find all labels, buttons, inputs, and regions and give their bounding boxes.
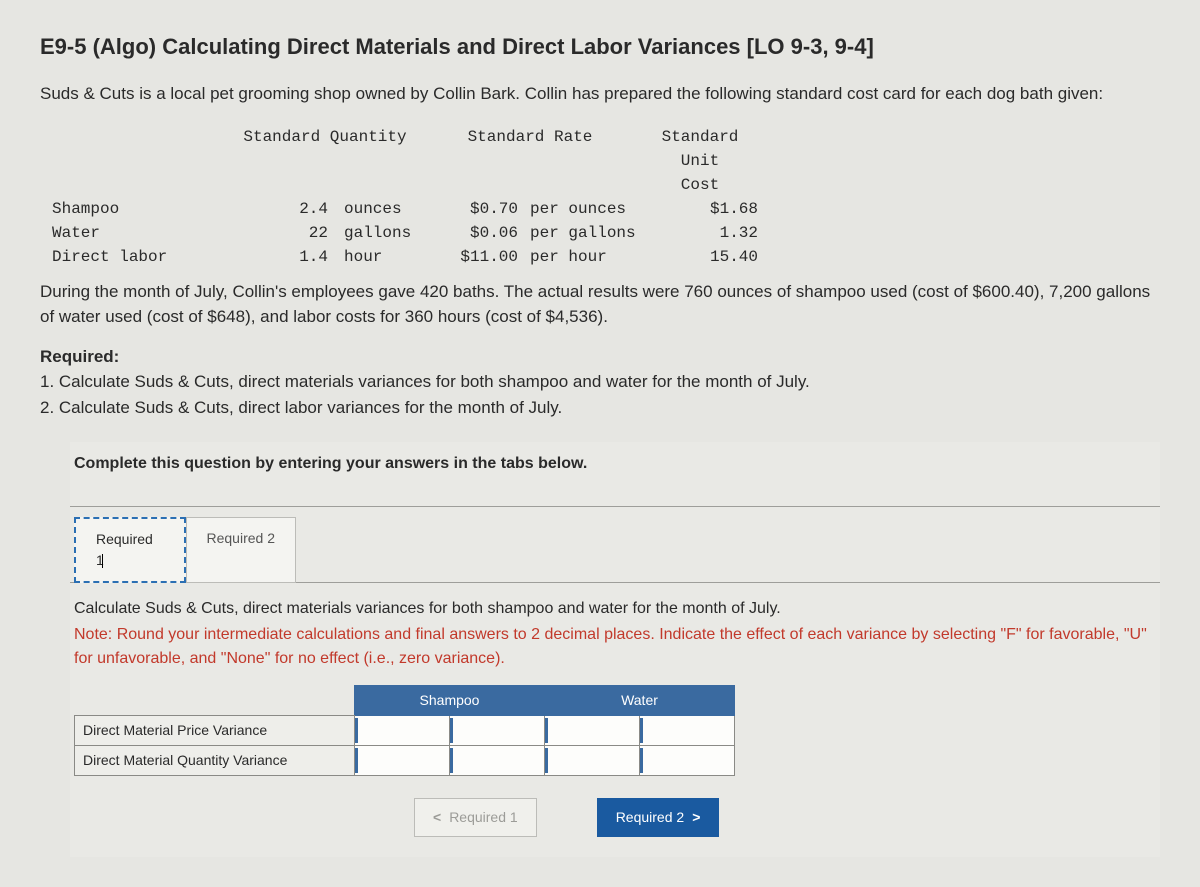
input-cell[interactable] (545, 746, 640, 776)
std-row-qty: 1.4 (230, 245, 330, 269)
text-cursor-icon (102, 554, 103, 568)
next-button-label: Required 2 (616, 807, 685, 828)
std-row-unit: gallons (330, 221, 420, 245)
std-row-unit: ounces (330, 197, 420, 221)
tab-required-1[interactable]: Required 1 (74, 517, 186, 583)
standard-cost-table: Standard Quantity Standard Rate Standard… (50, 125, 1160, 269)
std-row-label: Shampoo (50, 197, 230, 221)
std-row-rate: $11.00 (420, 245, 520, 269)
std-row-cost: 1.32 (640, 221, 760, 245)
note-instruction: Note: Round your intermediate calculatio… (74, 623, 1156, 671)
required-title: Required: (40, 347, 119, 366)
input-cell[interactable] (640, 716, 735, 746)
input-cell[interactable] (545, 716, 640, 746)
table-row: Direct Material Price Variance (75, 716, 735, 746)
answer-area: Complete this question by entering your … (70, 442, 1160, 857)
input-cell[interactable] (450, 746, 545, 776)
std-row-rate: $0.06 (420, 221, 520, 245)
std-row-cost: 15.40 (640, 245, 760, 269)
input-cell[interactable] (450, 716, 545, 746)
std-row-per: per hour (520, 245, 640, 269)
tab-label: Required 1 (96, 531, 153, 568)
std-row-label: Water (50, 221, 230, 245)
required-item: 2. Calculate Suds & Cuts, direct labor v… (40, 398, 562, 417)
tab-required-2[interactable]: Required 2 (186, 517, 297, 583)
chevron-right-icon: > (692, 807, 700, 828)
prev-button[interactable]: < Required 1 (414, 798, 537, 837)
header-standard-rate: Standard Rate (420, 125, 640, 197)
prev-button-label: Required 1 (449, 807, 518, 828)
std-row-cost: $1.68 (640, 197, 760, 221)
calc-instruction: Calculate Suds & Cuts, direct materials … (74, 597, 1156, 621)
std-row-rate: $0.70 (420, 197, 520, 221)
row-label-quantity-variance: Direct Material Quantity Variance (75, 746, 355, 776)
problem-title: E9-5 (Algo) Calculating Direct Materials… (40, 30, 1160, 63)
intro-text: Suds & Cuts is a local pet grooming shop… (40, 81, 1160, 107)
header-standard-unit-cost: Standard Unit Cost (640, 125, 760, 197)
tab-body: Calculate Suds & Cuts, direct materials … (70, 582, 1160, 857)
std-row-unit: hour (330, 245, 420, 269)
answer-instruction: Complete this question by entering your … (70, 442, 1160, 507)
required-block: Required: 1. Calculate Suds & Cuts, dire… (40, 344, 1160, 421)
input-cell[interactable] (355, 746, 450, 776)
chevron-left-icon: < (433, 807, 441, 828)
during-text: During the month of July, Collin's emplo… (40, 279, 1160, 330)
std-row-qty: 2.4 (230, 197, 330, 221)
answer-tabs: Required 1 Required 2 (74, 517, 1160, 583)
std-row-per: per ounces (520, 197, 640, 221)
col-header-water: Water (545, 686, 735, 716)
header-standard-quantity: Standard Quantity (230, 125, 420, 197)
std-row-label: Direct labor (50, 245, 230, 269)
input-cell[interactable] (355, 716, 450, 746)
variance-table: Shampoo Water Direct Material Price Vari… (74, 685, 735, 776)
row-label-price-variance: Direct Material Price Variance (75, 716, 355, 746)
required-item: 1. Calculate Suds & Cuts, direct materia… (40, 372, 810, 391)
std-row-qty: 22 (230, 221, 330, 245)
next-button[interactable]: Required 2 > (597, 798, 720, 837)
input-cell[interactable] (640, 746, 735, 776)
table-corner (75, 686, 355, 716)
table-row: Direct Material Quantity Variance (75, 746, 735, 776)
std-row-per: per gallons (520, 221, 640, 245)
nav-buttons: < Required 1 Required 2 > (414, 798, 1156, 837)
col-header-shampoo: Shampoo (355, 686, 545, 716)
